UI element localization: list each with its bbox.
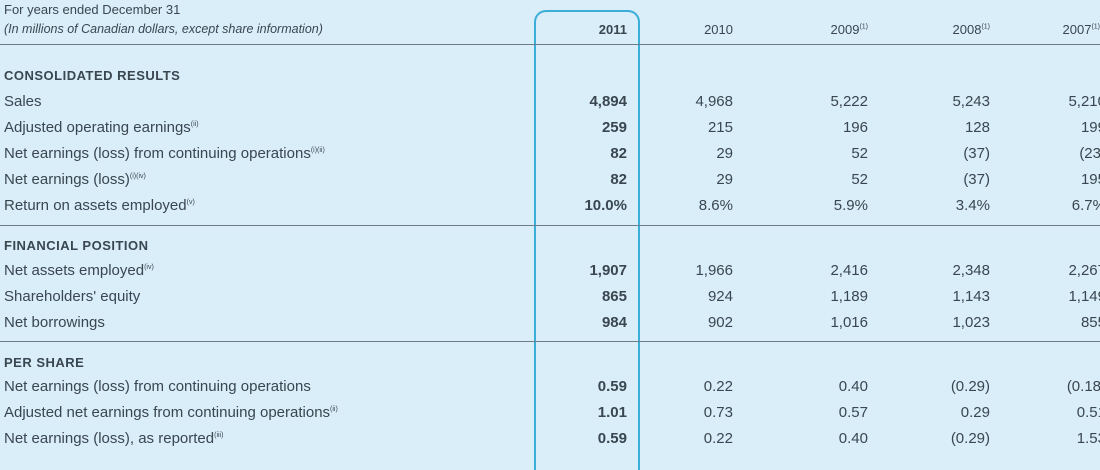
row-return-on-assets: Return on assets employed(v) 10.0% 8.6% 5.… <box>4 197 1100 214</box>
year-2007: 2007(1) <box>1062 22 1100 37</box>
row-net-earnings-continuing: Net earnings (loss) from continuing oper… <box>4 145 1100 162</box>
header-divider <box>0 44 1100 45</box>
header-period: For years ended December 31 <box>4 2 181 17</box>
year-2010: 2010 <box>704 22 733 37</box>
row-shareholders-equity: Shareholders' equity 865 924 1,189 1,143 1,1… <box>4 288 1100 305</box>
section-consolidated-results: CONSOLIDATED RESULTS <box>4 68 181 83</box>
section-divider-1 <box>0 225 1100 226</box>
row-net-assets-employed: Net assets employed(iv) 1,907 1,966 2,416 2… <box>4 262 1100 279</box>
section-per-share: PER SHARE <box>4 355 85 370</box>
row-adjusted-operating-earnings: Adjusted operating earnings(ii) 259 215 19… <box>4 119 1100 136</box>
year-2008: 2008(1) <box>952 22 990 37</box>
row-ps-continuing: Net earnings (loss) from continuing oper… <box>4 378 1100 395</box>
row-ps-reported: Net earnings (loss), as reported(iii) 0.… <box>4 430 1100 447</box>
header-units: (In millions of Canadian dollars, except… <box>4 22 323 36</box>
section-financial-position: FINANCIAL POSITION <box>4 238 149 253</box>
current-year-highlight <box>534 10 640 470</box>
year-2011: 2011 <box>598 22 627 37</box>
section-divider-2 <box>0 341 1100 342</box>
row-ps-adjusted: Adjusted net earnings from continuing op… <box>4 404 1100 421</box>
year-2009: 2009(1) <box>830 22 868 37</box>
